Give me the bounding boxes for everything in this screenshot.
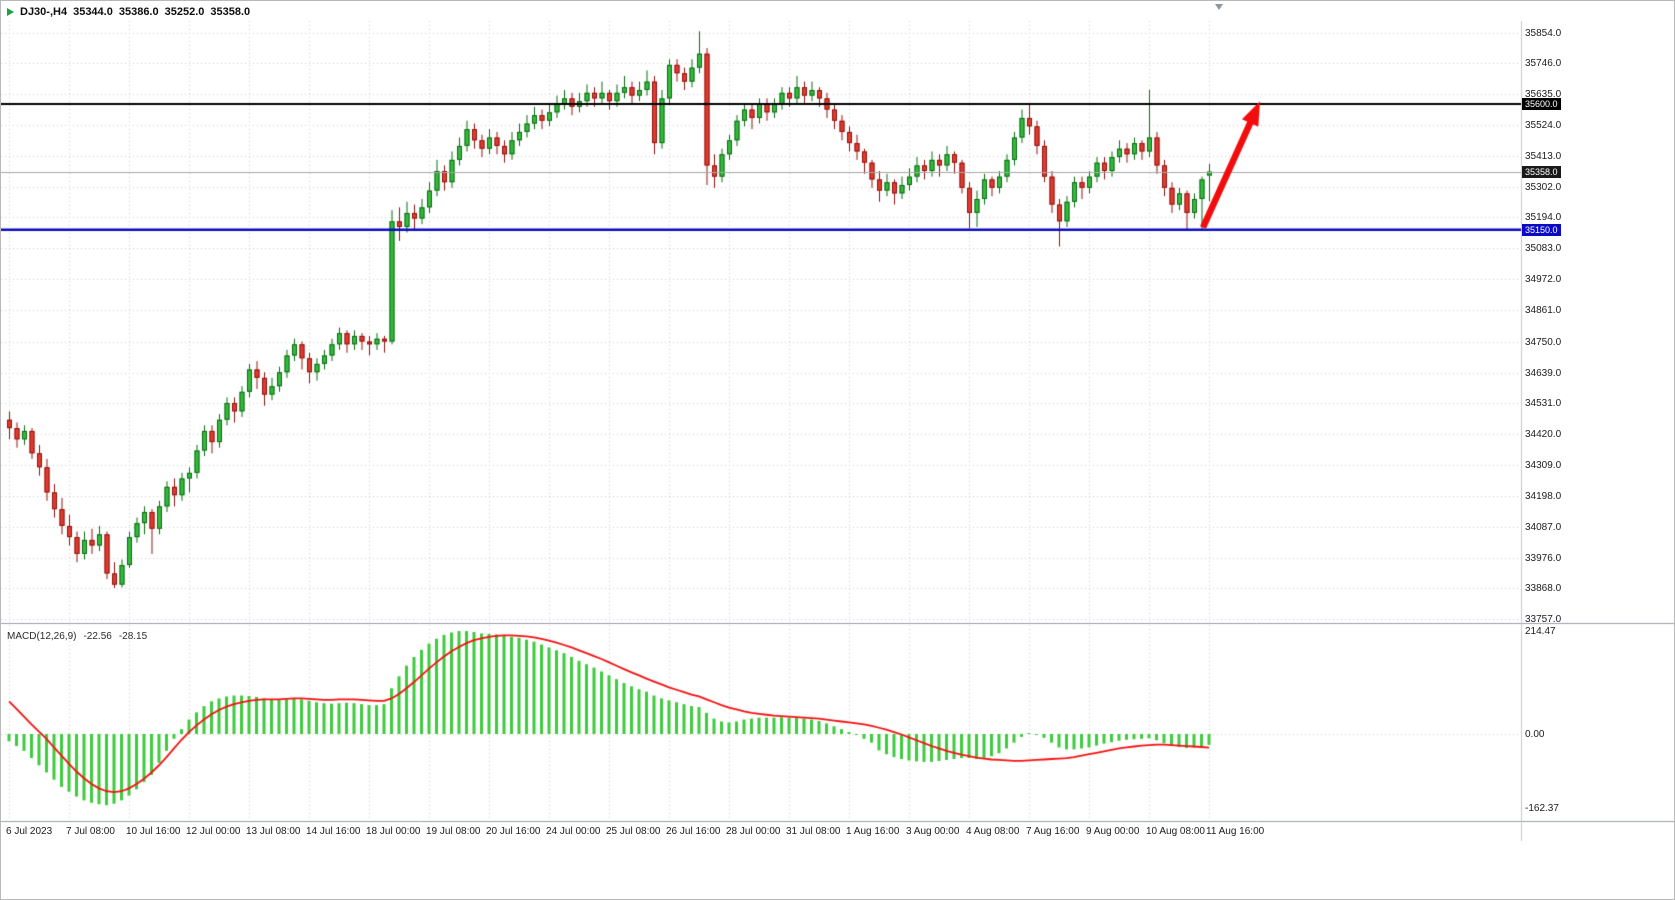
price-axis-label: 34309.0	[1525, 460, 1562, 471]
price-axis-label: 35302.0	[1525, 182, 1562, 193]
time-axis-label: 6 Jul 2023	[6, 826, 53, 837]
macd-title: MACD(12,26,9)	[7, 631, 77, 642]
bar-close-value: 35358.0	[210, 6, 251, 18]
time-axis-label: 10 Aug 08:00	[1146, 826, 1205, 837]
current-price-tag: 35358.0	[1522, 166, 1561, 178]
bar-high-value: 35386.0	[118, 6, 159, 18]
price-axis-label: 34087.0	[1525, 522, 1562, 533]
time-axis-label: 12 Jul 00:00	[186, 826, 241, 837]
time-axis-label: 9 Aug 00:00	[1086, 826, 1140, 837]
time-axis-label: 1 Aug 16:00	[846, 826, 900, 837]
price-axis-label: 34639.0	[1525, 368, 1562, 379]
price-axis-label: 35194.0	[1525, 212, 1562, 223]
macd-indicator-label: MACD(12,26,9) -22.56 -28.15	[7, 631, 147, 642]
time-axis-label: 25 Jul 08:00	[606, 826, 661, 837]
time-axis-label: 10 Jul 16:00	[126, 826, 181, 837]
bar-open-value: 35344.0	[73, 6, 113, 18]
price-axis-label: 34750.0	[1525, 337, 1562, 348]
price-axis-label: 34531.0	[1525, 398, 1562, 409]
price-axis-label: 34861.0	[1525, 305, 1562, 316]
time-axis-label: 7 Aug 16:00	[1026, 826, 1080, 837]
price-axis-label: 35854.0	[1525, 28, 1562, 39]
price-axis-label: 33757.0	[1525, 614, 1562, 625]
symbol-info-bar: DJ30-,H4 35344.0 35386.0 35252.0 35358.0	[7, 6, 250, 18]
macd-main-value: -22.56	[83, 631, 112, 642]
price-axis-label: 34972.0	[1525, 274, 1562, 285]
price-axis-label: 35635.0	[1525, 89, 1562, 100]
time-axis-label: 19 Jul 08:00	[426, 826, 481, 837]
macd-axis-label: -162.37	[1525, 803, 1559, 814]
time-axis-label: 4 Aug 08:00	[966, 826, 1020, 837]
macd-axis-label: 214.47	[1525, 626, 1556, 637]
price-axis-label: 35413.0	[1525, 151, 1562, 162]
macd-signal-value: -28.15	[118, 631, 148, 642]
time-axis-label: 11 Aug 16:00	[1206, 826, 1265, 837]
time-axis-label: 31 Jul 08:00	[786, 826, 841, 837]
symbol-triangle-icon	[7, 8, 14, 16]
price-axis-label: 33868.0	[1525, 583, 1562, 594]
price-axis-label: 35083.0	[1525, 243, 1562, 254]
price-axis-label: 33976.0	[1525, 553, 1562, 564]
time-axis-label: 13 Jul 08:00	[246, 826, 301, 837]
time-axis-label: 14 Jul 16:00	[306, 826, 361, 837]
resistance-line-price-tag[interactable]: 35600.0	[1522, 98, 1561, 110]
macd-axis-label: 0.00	[1525, 729, 1545, 740]
chart-shift-marker-icon[interactable]	[1215, 4, 1223, 10]
price-axis-label: 35746.0	[1525, 58, 1562, 69]
time-axis-label: 24 Jul 00:00	[546, 826, 601, 837]
time-axis-label: 7 Jul 08:00	[66, 826, 115, 837]
symbol-period-label: DJ30-,H4	[20, 6, 68, 18]
price-axis-label: 34420.0	[1525, 429, 1562, 440]
time-axis-label: 20 Jul 16:00	[486, 826, 541, 837]
time-axis-label: 28 Jul 00:00	[726, 826, 781, 837]
time-axis-label: 26 Jul 16:00	[666, 826, 721, 837]
price-axis-label: 35524.0	[1525, 120, 1562, 131]
support-line-price-tag[interactable]: 35150.0	[1522, 224, 1561, 236]
time-axis-label: 3 Aug 00:00	[906, 826, 960, 837]
time-axis-label: 18 Jul 00:00	[366, 826, 421, 837]
bar-low-value: 35252.0	[164, 6, 205, 18]
price-axis-label: 34198.0	[1525, 491, 1562, 502]
